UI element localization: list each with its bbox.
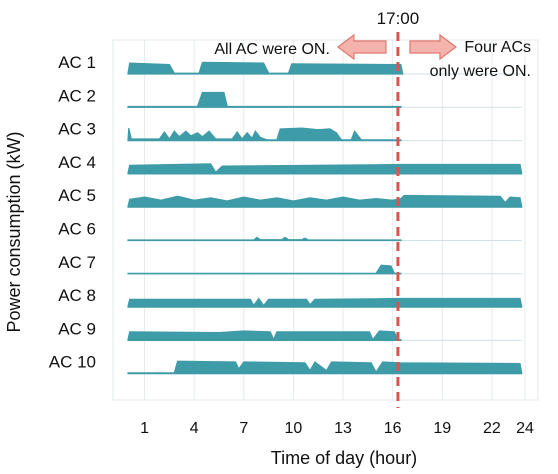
series-row: AC 4 bbox=[58, 153, 523, 175]
series-area bbox=[127, 194, 523, 208]
series-row: AC 8 bbox=[58, 286, 523, 308]
series-row: AC 7 bbox=[58, 253, 522, 275]
series-row: AC 1 bbox=[58, 53, 522, 75]
plot-frame bbox=[112, 39, 539, 401]
x-tick-label: 1 bbox=[140, 420, 149, 437]
x-tick-label: 19 bbox=[433, 420, 451, 437]
x-tick-labels: 1 4 7 10 13 16 19 22 24 bbox=[140, 420, 534, 437]
series-area bbox=[127, 91, 402, 108]
x-axis-label: Time of day (hour) bbox=[271, 448, 417, 468]
series-label: AC 2 bbox=[58, 86, 96, 105]
series-area bbox=[127, 264, 402, 275]
x-tick-label: 7 bbox=[239, 420, 248, 437]
right-note-line1: Four ACs bbox=[464, 39, 531, 56]
series-row: AC 3 bbox=[58, 120, 522, 142]
marker-time-label: 17:00 bbox=[377, 9, 420, 28]
series-area bbox=[127, 61, 404, 75]
series-label: AC 9 bbox=[58, 319, 96, 338]
series-row: AC 2 bbox=[58, 86, 522, 108]
series-label: AC 4 bbox=[58, 153, 96, 172]
x-tick-label: 16 bbox=[384, 420, 402, 437]
series-label: AC 3 bbox=[58, 120, 96, 139]
series-area bbox=[127, 297, 523, 308]
series-row: AC 5 bbox=[58, 186, 523, 208]
series-area bbox=[127, 163, 523, 175]
right-arrow bbox=[409, 33, 457, 61]
series-label: AC 1 bbox=[58, 53, 96, 72]
time-marker: 17:00 All AC were ON. Four ACs only were ON… bbox=[214, 9, 531, 408]
y-axis-label: Power consumption (kW) bbox=[4, 131, 24, 332]
series-area bbox=[127, 127, 402, 142]
series-label: AC 10 bbox=[49, 353, 96, 372]
series-label: AC 7 bbox=[58, 253, 96, 272]
x-tick-label: 4 bbox=[190, 420, 199, 437]
right-note-line2: only were ON. bbox=[430, 63, 531, 80]
series-label: AC 5 bbox=[58, 186, 96, 205]
x-tick-label: 24 bbox=[516, 420, 534, 437]
left-arrow bbox=[336, 33, 387, 61]
series-area bbox=[127, 330, 402, 342]
series-area bbox=[127, 236, 402, 242]
x-tick-label: 22 bbox=[483, 420, 501, 437]
series-label: AC 8 bbox=[58, 286, 96, 305]
series-row: AC 6 bbox=[58, 220, 522, 242]
x-tick-label: 10 bbox=[285, 420, 303, 437]
series-row: AC 10 bbox=[49, 353, 523, 375]
series-area bbox=[127, 360, 523, 375]
series-label: AC 6 bbox=[58, 220, 96, 239]
x-tick-label: 13 bbox=[334, 420, 352, 437]
series-rows: AC 1 AC 2 AC 3 AC 4 AC 5 AC 6 AC 7 AC 8 AC 9 AC 1… bbox=[49, 53, 523, 375]
left-note: All AC were ON. bbox=[214, 41, 330, 58]
